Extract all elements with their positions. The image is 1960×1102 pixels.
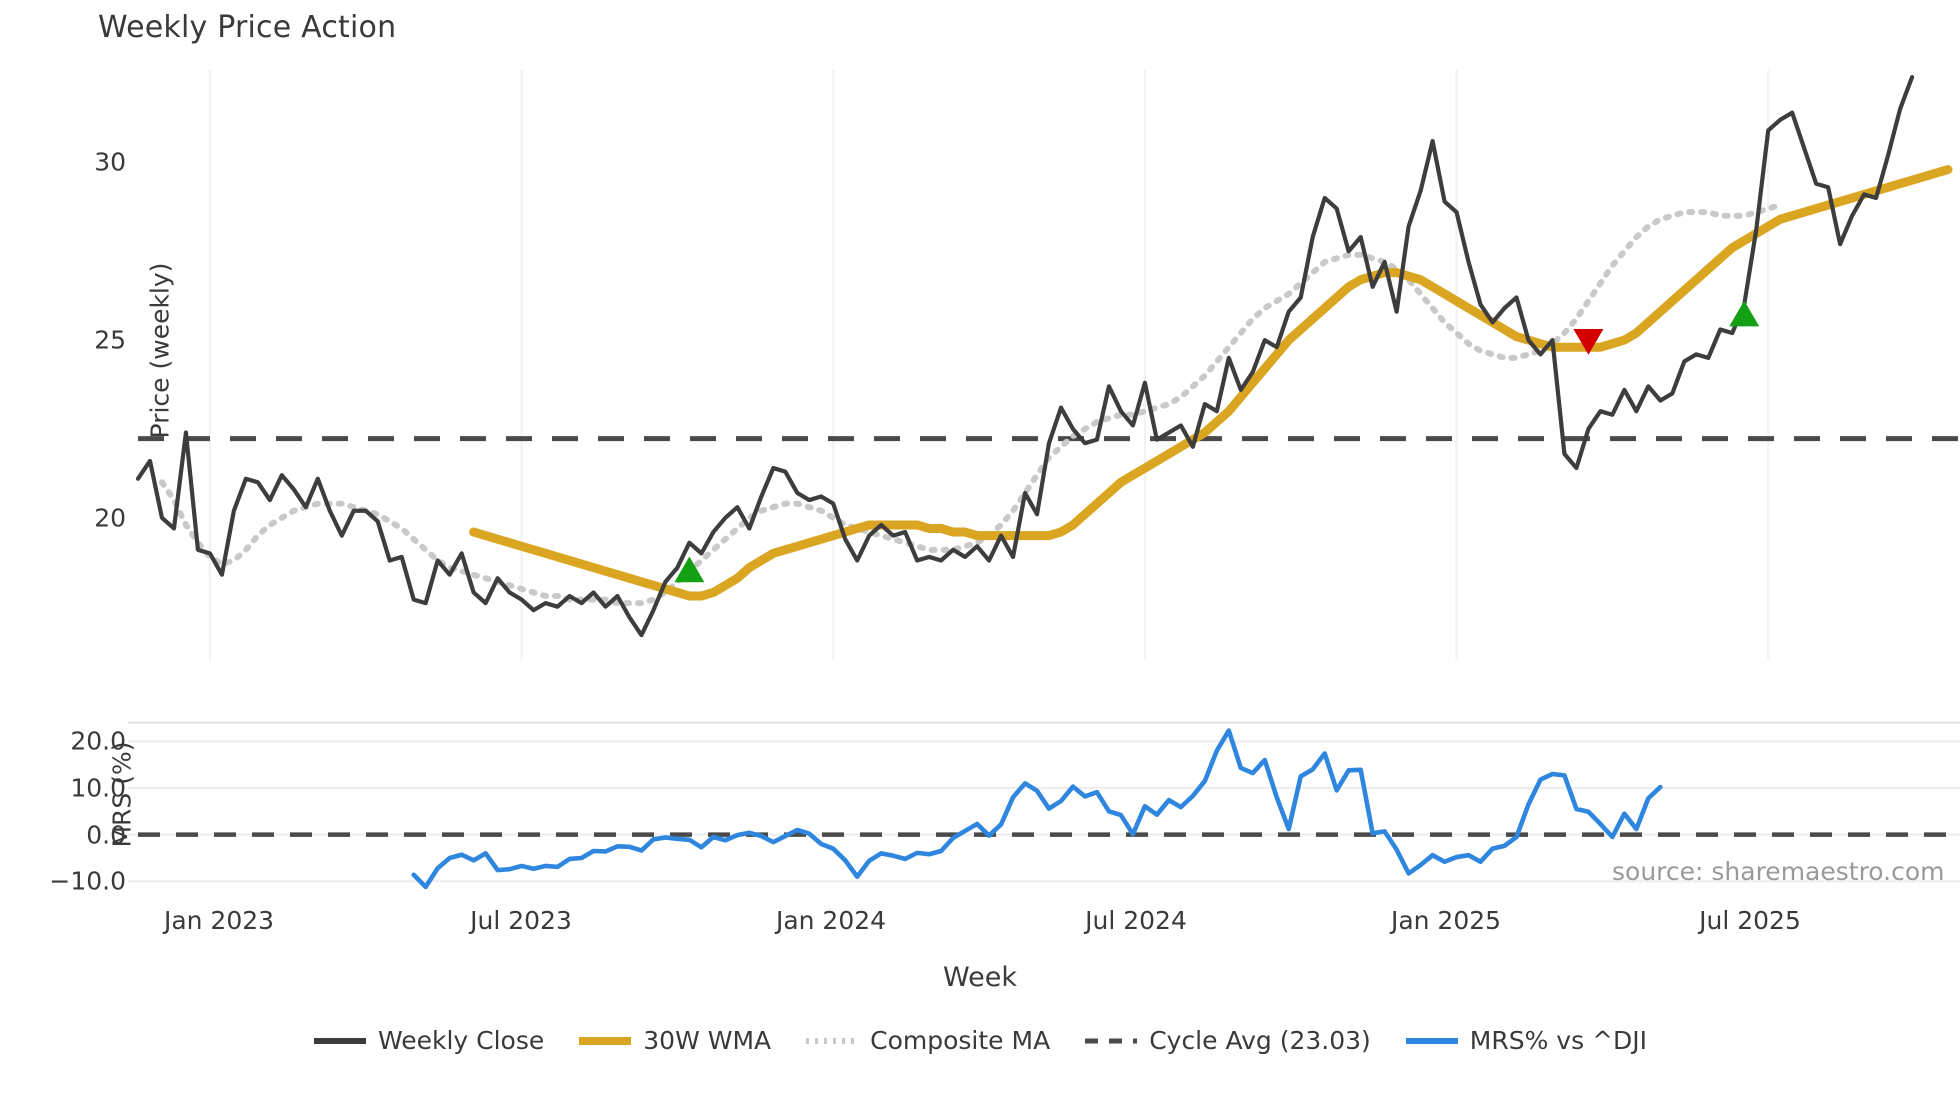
price-ytick-20: 20 [94, 503, 126, 533]
sell-marker-icon [1573, 328, 1604, 355]
legend-label: Weekly Close [377, 1026, 545, 1055]
xtick-jul-2025: Jul 2025 [1699, 906, 1801, 935]
legend-item-cycle-avg[interactable]: Cycle Avg (23.03) [1084, 1026, 1371, 1055]
mrs-chart-panel: MRS (%) 20.0 10.0 0.0 −10.0 [49, 718, 1960, 900]
buy-marker-icon [1729, 300, 1760, 327]
price-plot-area [135, 70, 1960, 660]
legend-label: MRS% vs ^DJI [1469, 1026, 1648, 1055]
mrs-line-icon [1405, 1031, 1459, 1051]
xtick-jan-2025: Jan 2025 [1390, 906, 1502, 935]
legend-item-30w-wma[interactable]: 30W WMA [578, 1026, 771, 1055]
mrs-ytick-20: 20.0 [70, 726, 126, 756]
buy-marker-icon [674, 556, 705, 583]
cycle-avg-line-icon [1084, 1031, 1138, 1051]
series-30w-wma [469, 165, 1953, 601]
wma-line-icon [578, 1031, 632, 1051]
series-composite-ma [158, 202, 1784, 607]
chart-legend: Weekly Close 30W WMA Composite MA Cycle … [0, 1026, 1960, 1055]
legend-item-mrs[interactable]: MRS% vs ^DJI [1405, 1026, 1647, 1055]
xtick-jul-2024: Jul 2024 [1085, 906, 1187, 935]
series-weekly-close [135, 75, 1915, 638]
xtick-jan-2024: Jan 2024 [775, 906, 887, 935]
legend-item-composite-ma[interactable]: Composite MA [805, 1026, 1050, 1055]
legend-item-weekly-close[interactable]: Weekly Close [313, 1026, 544, 1055]
price-axis-label: Price (weekly) [145, 262, 175, 439]
legend-label: Cycle Avg (23.03) [1149, 1026, 1371, 1055]
price-ytick-30: 30 [94, 147, 126, 177]
mrs-plot-area [128, 721, 1960, 890]
composite-ma-line-icon [805, 1031, 859, 1051]
xtick-jan-2023: Jan 2023 [163, 906, 275, 935]
mrs-ytick-10: 10.0 [70, 773, 126, 803]
price-chart-panel: Price (weekly) 30 25 20 [94, 70, 1960, 660]
legend-label: Composite MA [870, 1026, 1051, 1055]
page-title: Weekly Price Action [98, 10, 397, 45]
price-ytick-25: 25 [94, 325, 126, 355]
mrs-ytick-0: 0.0 [86, 820, 126, 850]
weekly-close-line-icon [313, 1031, 367, 1051]
legend-label: 30W WMA [643, 1026, 772, 1055]
x-axis-label: Week [943, 962, 1017, 993]
xtick-jul-2023: Jul 2023 [470, 906, 572, 935]
mrs-ytick-neg10: −10.0 [49, 866, 126, 896]
series-mrs-vs-dji [411, 728, 1663, 890]
